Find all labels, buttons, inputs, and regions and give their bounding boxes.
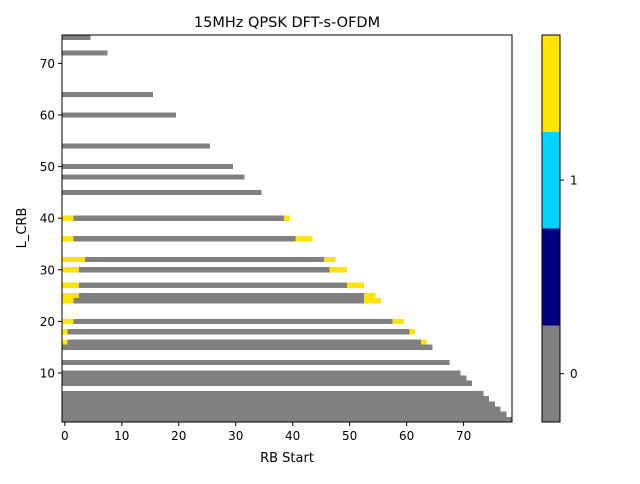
heatmap-cell — [409, 329, 416, 335]
heatmap-cell — [73, 298, 364, 304]
plot-area — [62, 35, 512, 422]
heatmap-cell — [62, 174, 245, 180]
x-tick-label: 10 — [114, 429, 129, 443]
heatmap-cell — [324, 256, 336, 263]
y-tick-label: 40 — [40, 212, 55, 226]
y-axis: 10 20 30 40 50 60 70 — [40, 57, 62, 380]
heatmap-cell — [62, 396, 490, 402]
heatmap-cell — [62, 391, 484, 397]
x-tick-label: 60 — [399, 429, 414, 443]
x-tick-label: 0 — [61, 429, 69, 443]
x-axis-label: RB Start — [260, 451, 314, 466]
heatmap-cell — [62, 339, 68, 345]
heatmap-cell — [392, 318, 404, 324]
x-tick-label: 20 — [171, 429, 186, 443]
heatmap-cell — [62, 282, 80, 288]
heatmap-cell — [62, 267, 80, 273]
x-tick-label: 40 — [285, 429, 300, 443]
y-tick-label: 10 — [40, 366, 55, 380]
heatmap-cell — [62, 401, 495, 407]
heatmap-cell — [62, 91, 154, 97]
heatmap-cell — [62, 215, 74, 221]
x-tick-label: 50 — [342, 429, 357, 443]
heatmap-cell — [73, 236, 296, 242]
heatmap-cell — [62, 318, 74, 324]
heatmap-cell — [62, 344, 433, 350]
heatmap-cell — [79, 293, 364, 299]
y-axis-label: L_CRB — [15, 208, 30, 249]
heatmap-cell — [79, 282, 347, 288]
heatmap-cell — [62, 298, 74, 304]
heatmap-cell — [62, 112, 176, 118]
colorbar-ticks: 01 — [560, 174, 578, 381]
heatmap-cell — [62, 143, 211, 149]
y-tick-label: 70 — [40, 57, 55, 71]
colorbar — [542, 35, 560, 422]
colorbar-segment — [542, 131, 560, 229]
heatmap-cell — [62, 164, 233, 170]
y-tick-label: 50 — [40, 160, 55, 174]
colorbar-frame — [541, 34, 561, 423]
heatmap-cell — [295, 236, 313, 242]
colorbar-tick-label: 1 — [570, 174, 578, 188]
heatmap-cell — [62, 406, 501, 412]
heatmap-cell — [62, 236, 74, 242]
heatmap-cell — [79, 267, 330, 273]
heatmap-cell — [62, 360, 450, 366]
heatmap-cell — [62, 256, 85, 263]
colorbar-segment — [542, 228, 560, 326]
plot-frame — [61, 34, 513, 423]
heatmap-cell — [67, 339, 421, 345]
heatmap-cell — [62, 189, 262, 195]
heatmap-cell — [62, 293, 80, 299]
heatmap-cell — [73, 318, 393, 324]
heatmap-cell — [363, 298, 381, 304]
heatmap-cell — [62, 329, 68, 335]
y-tick-label: 60 — [40, 108, 55, 122]
x-tick-label: 70 — [456, 429, 471, 443]
colorbar-segment — [542, 35, 560, 132]
heatmap-cell — [62, 411, 507, 417]
heatmap-cell — [420, 339, 427, 345]
heatmap-cell — [62, 375, 467, 381]
heatmap-cell — [62, 370, 461, 376]
chart-title: 15MHz QPSK DFT-s-OFDM — [194, 15, 380, 31]
heatmap-cell — [84, 256, 325, 263]
colorbar-segment — [542, 325, 560, 422]
heatmap-cell — [62, 35, 91, 41]
y-tick-label: 20 — [40, 315, 55, 329]
heatmap-cell — [67, 329, 410, 335]
heatmap-cell — [346, 282, 364, 288]
heatmap-cell — [73, 215, 285, 221]
heatmap-cell — [329, 267, 347, 273]
heatmap-cell — [284, 215, 290, 221]
x-axis: 0 10 20 30 40 50 60 70 — [61, 422, 471, 443]
y-tick-label: 30 — [40, 263, 55, 277]
colorbar-tick-label: 0 — [570, 367, 578, 381]
x-tick-label: 30 — [228, 429, 243, 443]
heatmap-cell — [62, 380, 473, 386]
heatmap-cell — [62, 416, 512, 422]
heatmap-cell — [62, 50, 108, 56]
heatmap-cell — [363, 293, 376, 299]
